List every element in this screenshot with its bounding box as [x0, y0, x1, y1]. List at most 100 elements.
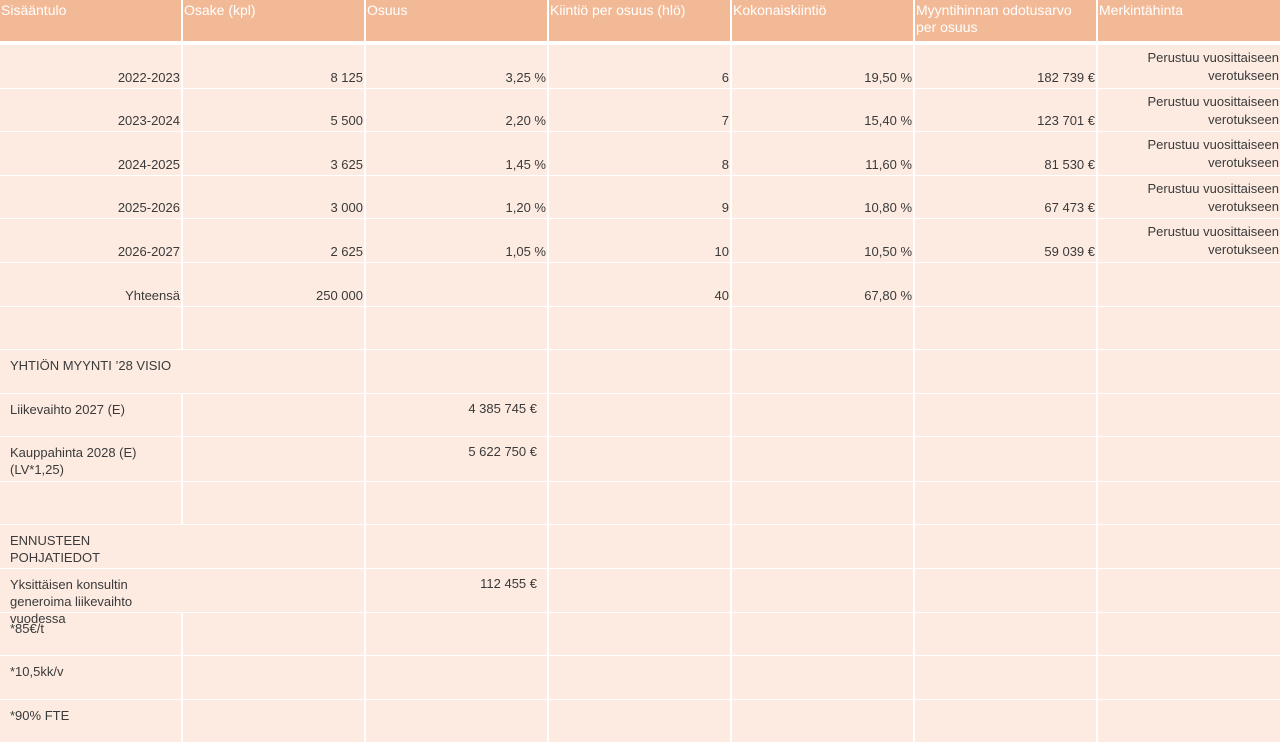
share-pct-cell[interactable]: 1,05 %	[366, 219, 549, 262]
empty-cell[interactable]	[366, 350, 549, 393]
revenue-label[interactable]: Liikevaihto 2027 (E)	[0, 393, 183, 437]
empty-cell[interactable]	[732, 569, 915, 612]
empty-cell[interactable]	[732, 656, 915, 699]
expected-value-cell[interactable]: 182 739 €	[915, 45, 1098, 88]
quota-cell[interactable]: 10	[549, 219, 732, 262]
forecast-note[interactable]: *10,5kk/v	[0, 656, 183, 699]
empty-cell[interactable]	[549, 437, 732, 481]
shares-cell[interactable]: 8 125	[183, 45, 366, 88]
total-quota-cell[interactable]: 19,50 %	[732, 45, 915, 88]
empty-cell[interactable]	[732, 525, 915, 569]
empty-cell[interactable]	[915, 437, 1098, 481]
forecast-note[interactable]: *90% FTE	[0, 699, 183, 743]
empty-cell[interactable]	[183, 393, 366, 437]
expected-value-cell[interactable]: 81 530 €	[915, 132, 1098, 175]
empty-cell[interactable]	[549, 612, 732, 656]
shares-cell[interactable]: 5 500	[183, 88, 366, 132]
empty-cell[interactable]	[732, 306, 915, 350]
empty-cell[interactable]	[0, 481, 183, 525]
note-cell[interactable]: Perustuu vuosittaiseen verotukseen	[1098, 45, 1280, 88]
empty-cell[interactable]	[183, 656, 366, 699]
header-shares[interactable]: Osake (kpl)	[183, 0, 366, 41]
share-pct-cell[interactable]: 1,45 %	[366, 132, 549, 175]
consultant-label[interactable]: Yksittäisen konsultin generoima liikevai…	[10, 577, 133, 627]
empty-cell[interactable]	[549, 350, 732, 393]
shares-cell[interactable]: 3 000	[183, 175, 366, 219]
empty-cell[interactable]	[183, 612, 366, 656]
total-quota-pct-cell[interactable]: 67,80 %	[732, 262, 915, 306]
empty-cell[interactable]	[915, 699, 1098, 743]
share-pct-cell[interactable]: 3,25 %	[366, 45, 549, 88]
empty-cell[interactable]	[915, 612, 1098, 656]
forecast-title[interactable]: ENNUSTEEN POHJATIEDOT	[10, 533, 101, 566]
empty-cell[interactable]	[183, 306, 366, 350]
header-share-pct[interactable]: Osuus	[366, 0, 549, 41]
header-total-quota[interactable]: Kokonaiskiintiö	[732, 0, 915, 41]
empty-cell[interactable]	[183, 525, 366, 569]
consultant-value[interactable]: 112 455 €	[366, 569, 549, 612]
empty-cell[interactable]	[732, 612, 915, 656]
empty-cell[interactable]	[915, 481, 1098, 525]
empty-cell[interactable]	[366, 699, 549, 743]
empty-cell[interactable]	[915, 350, 1098, 393]
empty-cell[interactable]	[1098, 569, 1280, 612]
empty-cell[interactable]	[366, 525, 549, 569]
expected-value-cell[interactable]: 59 039 €	[915, 219, 1098, 262]
empty-cell[interactable]	[549, 481, 732, 525]
price-label[interactable]: Kauppahinta 2028 (E) (LV*1,25)	[0, 437, 183, 481]
quota-cell[interactable]: 6	[549, 45, 732, 88]
empty-cell[interactable]	[1098, 394, 1280, 437]
empty-cell[interactable]	[732, 350, 915, 393]
expected-value-cell[interactable]: 123 701 €	[915, 88, 1098, 132]
empty-cell[interactable]	[183, 699, 366, 743]
empty-cell[interactable]	[915, 393, 1098, 437]
header-expected-value[interactable]: Myyntihinnan odotusarvo per osuus	[915, 0, 1098, 41]
revenue-value[interactable]: 4 385 745 €	[366, 393, 549, 437]
empty-cell[interactable]	[549, 699, 732, 743]
share-pct-cell[interactable]: 2,20 %	[366, 88, 549, 132]
empty-cell[interactable]	[1098, 437, 1280, 481]
empty-cell[interactable]	[1098, 263, 1280, 306]
empty-cell[interactable]	[732, 699, 915, 743]
note-cell[interactable]: Perustuu vuosittaiseen verotukseen	[1098, 132, 1280, 175]
empty-cell[interactable]	[549, 656, 732, 699]
forecast-note[interactable]: *85€/t	[0, 612, 183, 656]
empty-cell[interactable]	[183, 481, 366, 525]
empty-cell[interactable]	[915, 656, 1098, 699]
empty-cell[interactable]	[549, 306, 732, 350]
header-entry[interactable]: Sisääntulo	[0, 0, 183, 41]
period-cell[interactable]: 2026-2027	[0, 219, 183, 262]
empty-cell[interactable]	[915, 525, 1098, 569]
shares-cell[interactable]: 2 625	[183, 219, 366, 262]
empty-cell[interactable]	[366, 656, 549, 699]
quota-cell[interactable]: 7	[549, 88, 732, 132]
note-cell[interactable]: Perustuu vuosittaiseen verotukseen	[1098, 176, 1280, 219]
period-cell[interactable]: 2025-2026	[0, 175, 183, 219]
quota-cell[interactable]: 8	[549, 132, 732, 175]
total-quota-cell[interactable]: 11,60 %	[732, 132, 915, 175]
empty-cell[interactable]	[366, 612, 549, 656]
empty-cell[interactable]	[366, 306, 549, 350]
empty-cell[interactable]	[1098, 307, 1280, 350]
empty-cell[interactable]	[732, 481, 915, 525]
empty-cell[interactable]	[183, 350, 366, 393]
empty-cell[interactable]	[1098, 656, 1280, 699]
header-subscription-price[interactable]: Merkintähinta	[1099, 2, 1184, 18]
empty-cell[interactable]	[549, 525, 732, 569]
price-value[interactable]: 5 622 750 €	[366, 437, 549, 481]
empty-cell[interactable]	[549, 393, 732, 437]
vision-title[interactable]: YHTIÖN MYYNTI ’28 VISIO	[10, 358, 172, 374]
empty-cell[interactable]	[1098, 482, 1280, 525]
share-pct-cell[interactable]: 1,20 %	[366, 175, 549, 219]
total-label-cell[interactable]: Yhteensä	[0, 262, 183, 306]
empty-cell[interactable]	[915, 306, 1098, 350]
empty-cell[interactable]	[732, 393, 915, 437]
total-quota-cell[interactable]: 10,80 %	[732, 175, 915, 219]
empty-cell[interactable]	[1098, 350, 1280, 393]
expected-value-cell[interactable]: 67 473 €	[915, 175, 1098, 219]
quota-cell[interactable]: 9	[549, 175, 732, 219]
empty-cell[interactable]	[549, 569, 732, 612]
empty-cell[interactable]	[1098, 525, 1280, 568]
header-quota[interactable]: Kiintiö per osuus (hlö)	[549, 0, 732, 41]
empty-cell[interactable]	[183, 437, 366, 481]
